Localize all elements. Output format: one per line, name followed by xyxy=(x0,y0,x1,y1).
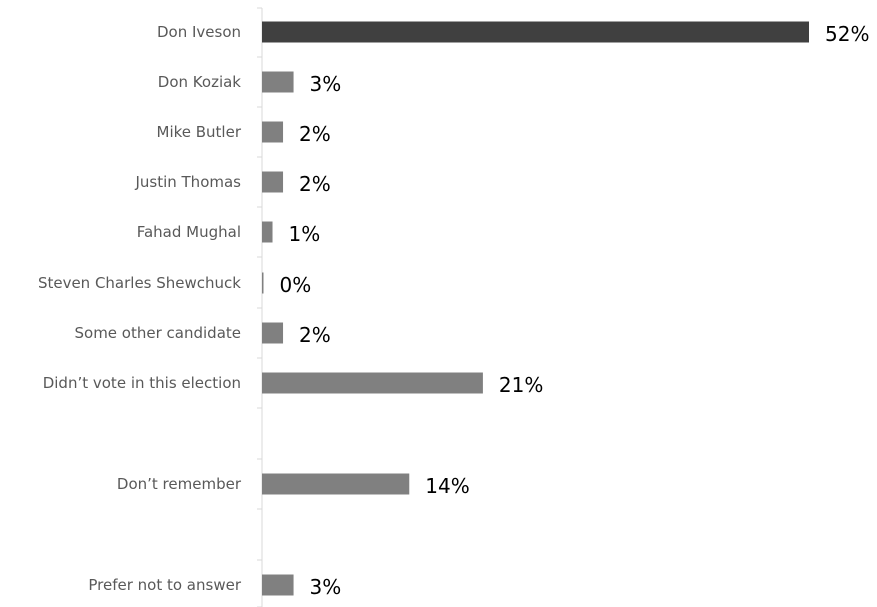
category-label: Didn’t vote in this election xyxy=(43,374,241,392)
bar xyxy=(262,473,410,495)
category-label: Steven Charles Shewchuck xyxy=(38,274,241,292)
category-label: Don Koziak xyxy=(158,73,242,91)
value-label: 1% xyxy=(289,222,321,246)
category-label: Fahad Mughal xyxy=(137,223,241,241)
category-label: Some other candidate xyxy=(75,324,242,342)
bar xyxy=(262,322,284,344)
value-label: 14% xyxy=(425,474,469,498)
category-labels: Don Iveson Don Koziak Mike Butler Justin Th… xyxy=(38,23,242,594)
value-label: 3% xyxy=(310,575,342,599)
value-label: 2% xyxy=(299,323,331,347)
axis-ticks xyxy=(257,7,262,607)
value-label: 2% xyxy=(299,172,331,196)
bar xyxy=(262,171,284,193)
value-labels: 52% 3% 2% 2% 1% 0% 2% 21% 14% 3% xyxy=(280,22,870,599)
bars-group xyxy=(262,21,809,596)
value-label: 52% xyxy=(825,22,869,46)
category-label: Prefer not to answer xyxy=(88,576,241,594)
bar xyxy=(262,121,284,143)
bar xyxy=(262,71,294,93)
bar xyxy=(262,372,483,394)
bar xyxy=(262,272,264,294)
value-label: 2% xyxy=(299,122,331,146)
value-label: 0% xyxy=(280,273,312,297)
category-label: Mike Butler xyxy=(157,123,242,141)
value-label: 21% xyxy=(499,373,543,397)
category-label: Don’t remember xyxy=(117,475,242,493)
bar xyxy=(262,221,273,243)
category-label: Don Iveson xyxy=(157,23,241,41)
category-label: Justin Thomas xyxy=(134,173,241,191)
bar xyxy=(262,574,294,596)
bar xyxy=(262,21,809,43)
value-label: 3% xyxy=(310,72,342,96)
